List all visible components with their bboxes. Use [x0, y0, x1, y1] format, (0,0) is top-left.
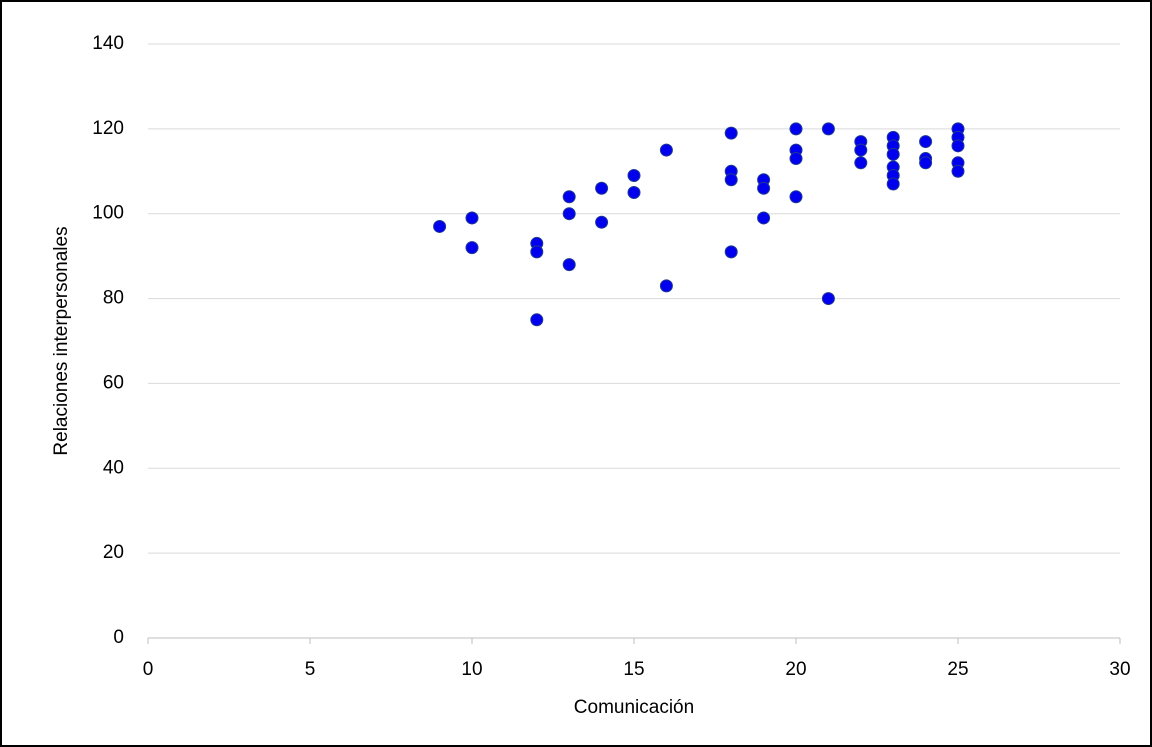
x-tick-label: 15 — [623, 659, 644, 680]
point — [854, 143, 868, 157]
point — [919, 135, 933, 149]
point — [821, 292, 835, 306]
y-tick-label: 120 — [92, 118, 124, 139]
point — [465, 241, 479, 255]
point — [886, 177, 900, 191]
point — [854, 156, 868, 170]
y-tick-label: 140 — [92, 33, 124, 54]
point — [951, 139, 965, 153]
y-tick-label: 100 — [92, 203, 124, 224]
point — [530, 313, 544, 327]
point — [724, 173, 738, 187]
x-tick-label: 5 — [305, 659, 316, 680]
point — [789, 122, 803, 136]
y-tick-label: 60 — [103, 372, 124, 393]
point — [919, 156, 933, 170]
point — [627, 186, 641, 199]
x-tick-label: 25 — [947, 659, 968, 680]
point — [595, 181, 609, 195]
point — [627, 169, 641, 183]
point — [433, 219, 447, 233]
point — [530, 245, 544, 259]
point — [789, 152, 803, 166]
point — [562, 258, 576, 272]
point — [886, 147, 900, 161]
x-tick-label: 20 — [785, 659, 806, 680]
point — [757, 181, 771, 195]
point — [951, 164, 965, 178]
point — [465, 211, 479, 225]
y-tick-label: 20 — [103, 542, 124, 563]
point — [789, 190, 803, 204]
y-tick-label: 40 — [103, 457, 124, 478]
y-tick-label: 0 — [113, 627, 124, 648]
x-tick-label: 30 — [1109, 659, 1130, 680]
point — [562, 207, 576, 221]
point — [659, 143, 673, 157]
x-tick-label: 10 — [461, 659, 482, 680]
y-axis-label: Relaciones interpersonales — [51, 226, 72, 455]
y-tick-label: 80 — [103, 288, 124, 309]
x-axis-label: Comunicación — [574, 697, 694, 718]
point — [757, 211, 771, 225]
point — [562, 190, 576, 204]
point — [821, 122, 835, 136]
x-tick-label: 0 — [143, 659, 154, 680]
point — [659, 279, 673, 293]
point — [724, 126, 738, 140]
point — [595, 215, 609, 229]
point — [724, 245, 738, 259]
